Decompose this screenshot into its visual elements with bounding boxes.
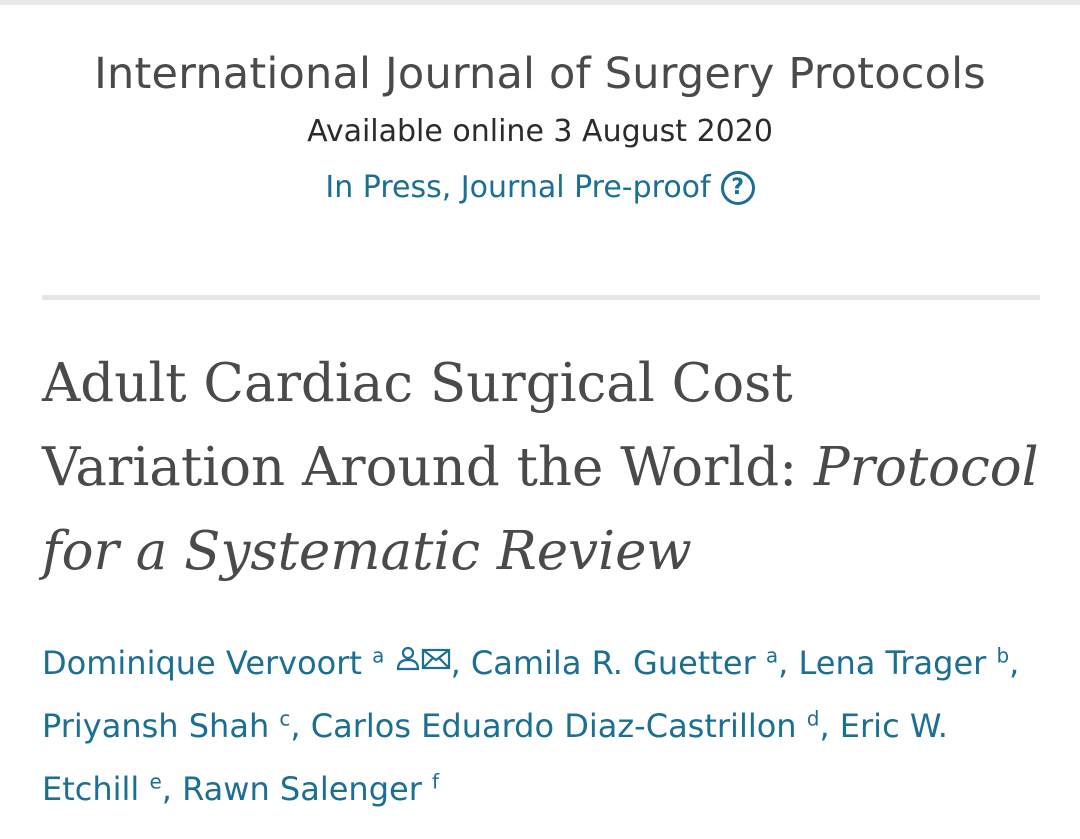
author-name[interactable]: Camila R. Guetter — [470, 644, 756, 682]
affiliation-link[interactable]: a — [372, 643, 385, 668]
author-list: Dominique Vervoort a , Camila R. Guetter… — [42, 632, 1042, 821]
press-status-label[interactable]: In Press, Journal Pre-proof — [325, 170, 711, 205]
author-name[interactable]: Lena Trager — [798, 644, 987, 682]
affiliation-link[interactable]: a — [765, 643, 779, 668]
person-icon[interactable] — [395, 629, 421, 692]
top-bar — [0, 0, 1080, 5]
press-status: In Press, Journal Pre-proof ? — [325, 168, 755, 208]
divider — [42, 295, 1040, 300]
article-title-main: Adult Cardiac Surgical Cost Variation Ar… — [42, 353, 814, 498]
article-title: Adult Cardiac Surgical Cost Variation Ar… — [42, 342, 1052, 594]
affiliation-link[interactable]: f — [432, 769, 440, 794]
help-icon[interactable]: ? — [720, 171, 755, 205]
author-name[interactable]: Carlos Eduardo Diaz-Castrillon — [310, 707, 797, 745]
author-name[interactable]: Eric W. Etchill — [42, 707, 948, 808]
affiliation-link[interactable]: d — [806, 706, 820, 731]
mail-icon[interactable] — [421, 629, 451, 692]
article-title-italic: Protocol for a Systematic Review — [42, 437, 1039, 582]
author-name[interactable]: Priyansh Shah — [42, 707, 270, 745]
available-online-date: Available online 3 August 2020 — [307, 114, 773, 149]
author-name[interactable]: Rawn Salenger — [182, 770, 422, 808]
author-name[interactable]: Dominique Vervoort — [42, 644, 362, 682]
affiliation-link[interactable]: e — [149, 769, 162, 794]
journal-header: International Journal of Surgery Protoco… — [0, 44, 1080, 208]
affiliation-link[interactable]: b — [996, 643, 1010, 668]
journal-title-link[interactable]: International Journal of Surgery Protoco… — [94, 49, 986, 99]
affiliation-link[interactable]: c — [279, 706, 291, 731]
